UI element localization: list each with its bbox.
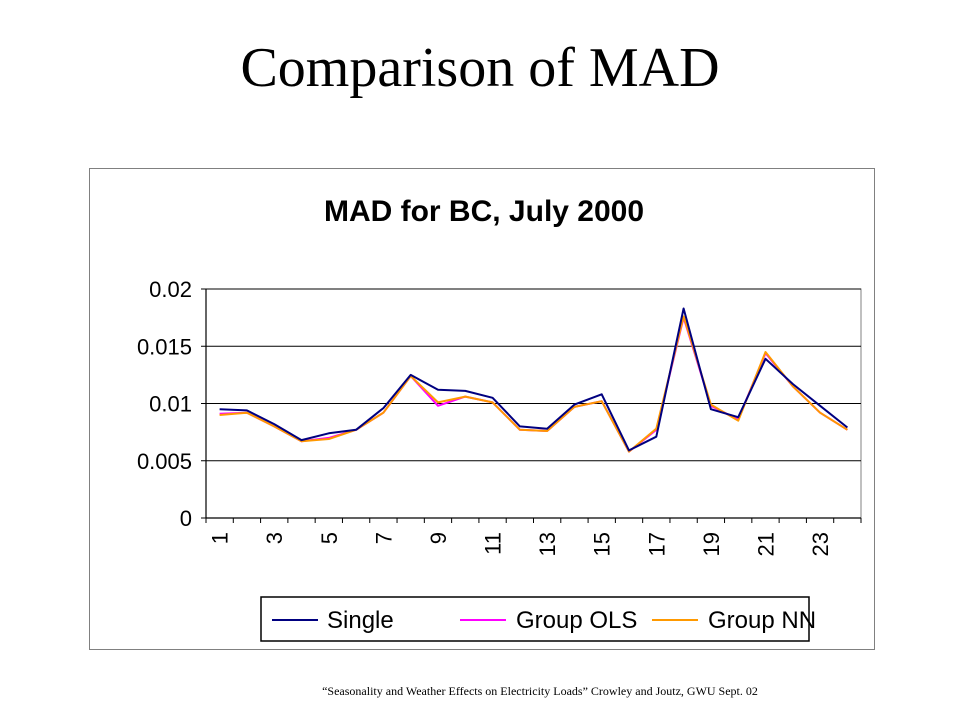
series-line-single bbox=[219, 307, 849, 452]
gridlines bbox=[206, 288, 861, 462]
x-tick-label: 3 bbox=[262, 532, 287, 544]
x-tick-label: 11 bbox=[481, 532, 506, 555]
y-tick-label: 0.005 bbox=[137, 449, 192, 474]
axes bbox=[201, 288, 862, 523]
legend-label-group-ols: Group OLS bbox=[516, 607, 637, 634]
x-tick-label: 17 bbox=[644, 532, 669, 556]
y-tick-label: 0.01 bbox=[149, 392, 192, 417]
x-tick-label: 9 bbox=[426, 532, 451, 544]
legend: Single Group OLS Group NN bbox=[260, 596, 816, 642]
footer-citation: “Seasonality and Weather Effects on Elec… bbox=[322, 684, 758, 698]
y-axis-ticks: 0 0.005 0.01 0.015 0.02 bbox=[137, 277, 192, 531]
x-tick-label: 21 bbox=[753, 532, 778, 556]
y-tick-label: 0 bbox=[180, 506, 192, 531]
y-tick-label: 0.02 bbox=[149, 277, 192, 302]
series-lines bbox=[219, 307, 849, 453]
slide-title: Comparison of MAD bbox=[240, 37, 720, 99]
x-tick-label: 23 bbox=[808, 532, 833, 556]
x-tick-label: 13 bbox=[535, 532, 560, 556]
legend-box bbox=[260, 596, 810, 642]
x-tick-label: 5 bbox=[317, 532, 342, 544]
chart-frame: MAD for BC, July 2000 0 0.005 0.01 0.015 0.0… bbox=[89, 168, 875, 650]
legend-label-single: Single bbox=[327, 607, 394, 634]
x-tick-label: 15 bbox=[590, 532, 615, 556]
x-tick-label: 1 bbox=[208, 532, 233, 544]
line-chart: MAD for BC, July 2000 0 0.005 0.01 0.015 0.0… bbox=[137, 195, 862, 642]
x-tick-label: 7 bbox=[371, 532, 396, 544]
legend-label-group-nn: Group NN bbox=[708, 607, 816, 634]
x-tick-label: 19 bbox=[699, 532, 724, 556]
y-tick-label: 0.015 bbox=[137, 334, 192, 359]
chart-title: MAD for BC, July 2000 bbox=[324, 195, 644, 228]
x-axis-ticks: 1 3 5 7 9 11 13 15 17 19 21 23 bbox=[208, 532, 833, 556]
